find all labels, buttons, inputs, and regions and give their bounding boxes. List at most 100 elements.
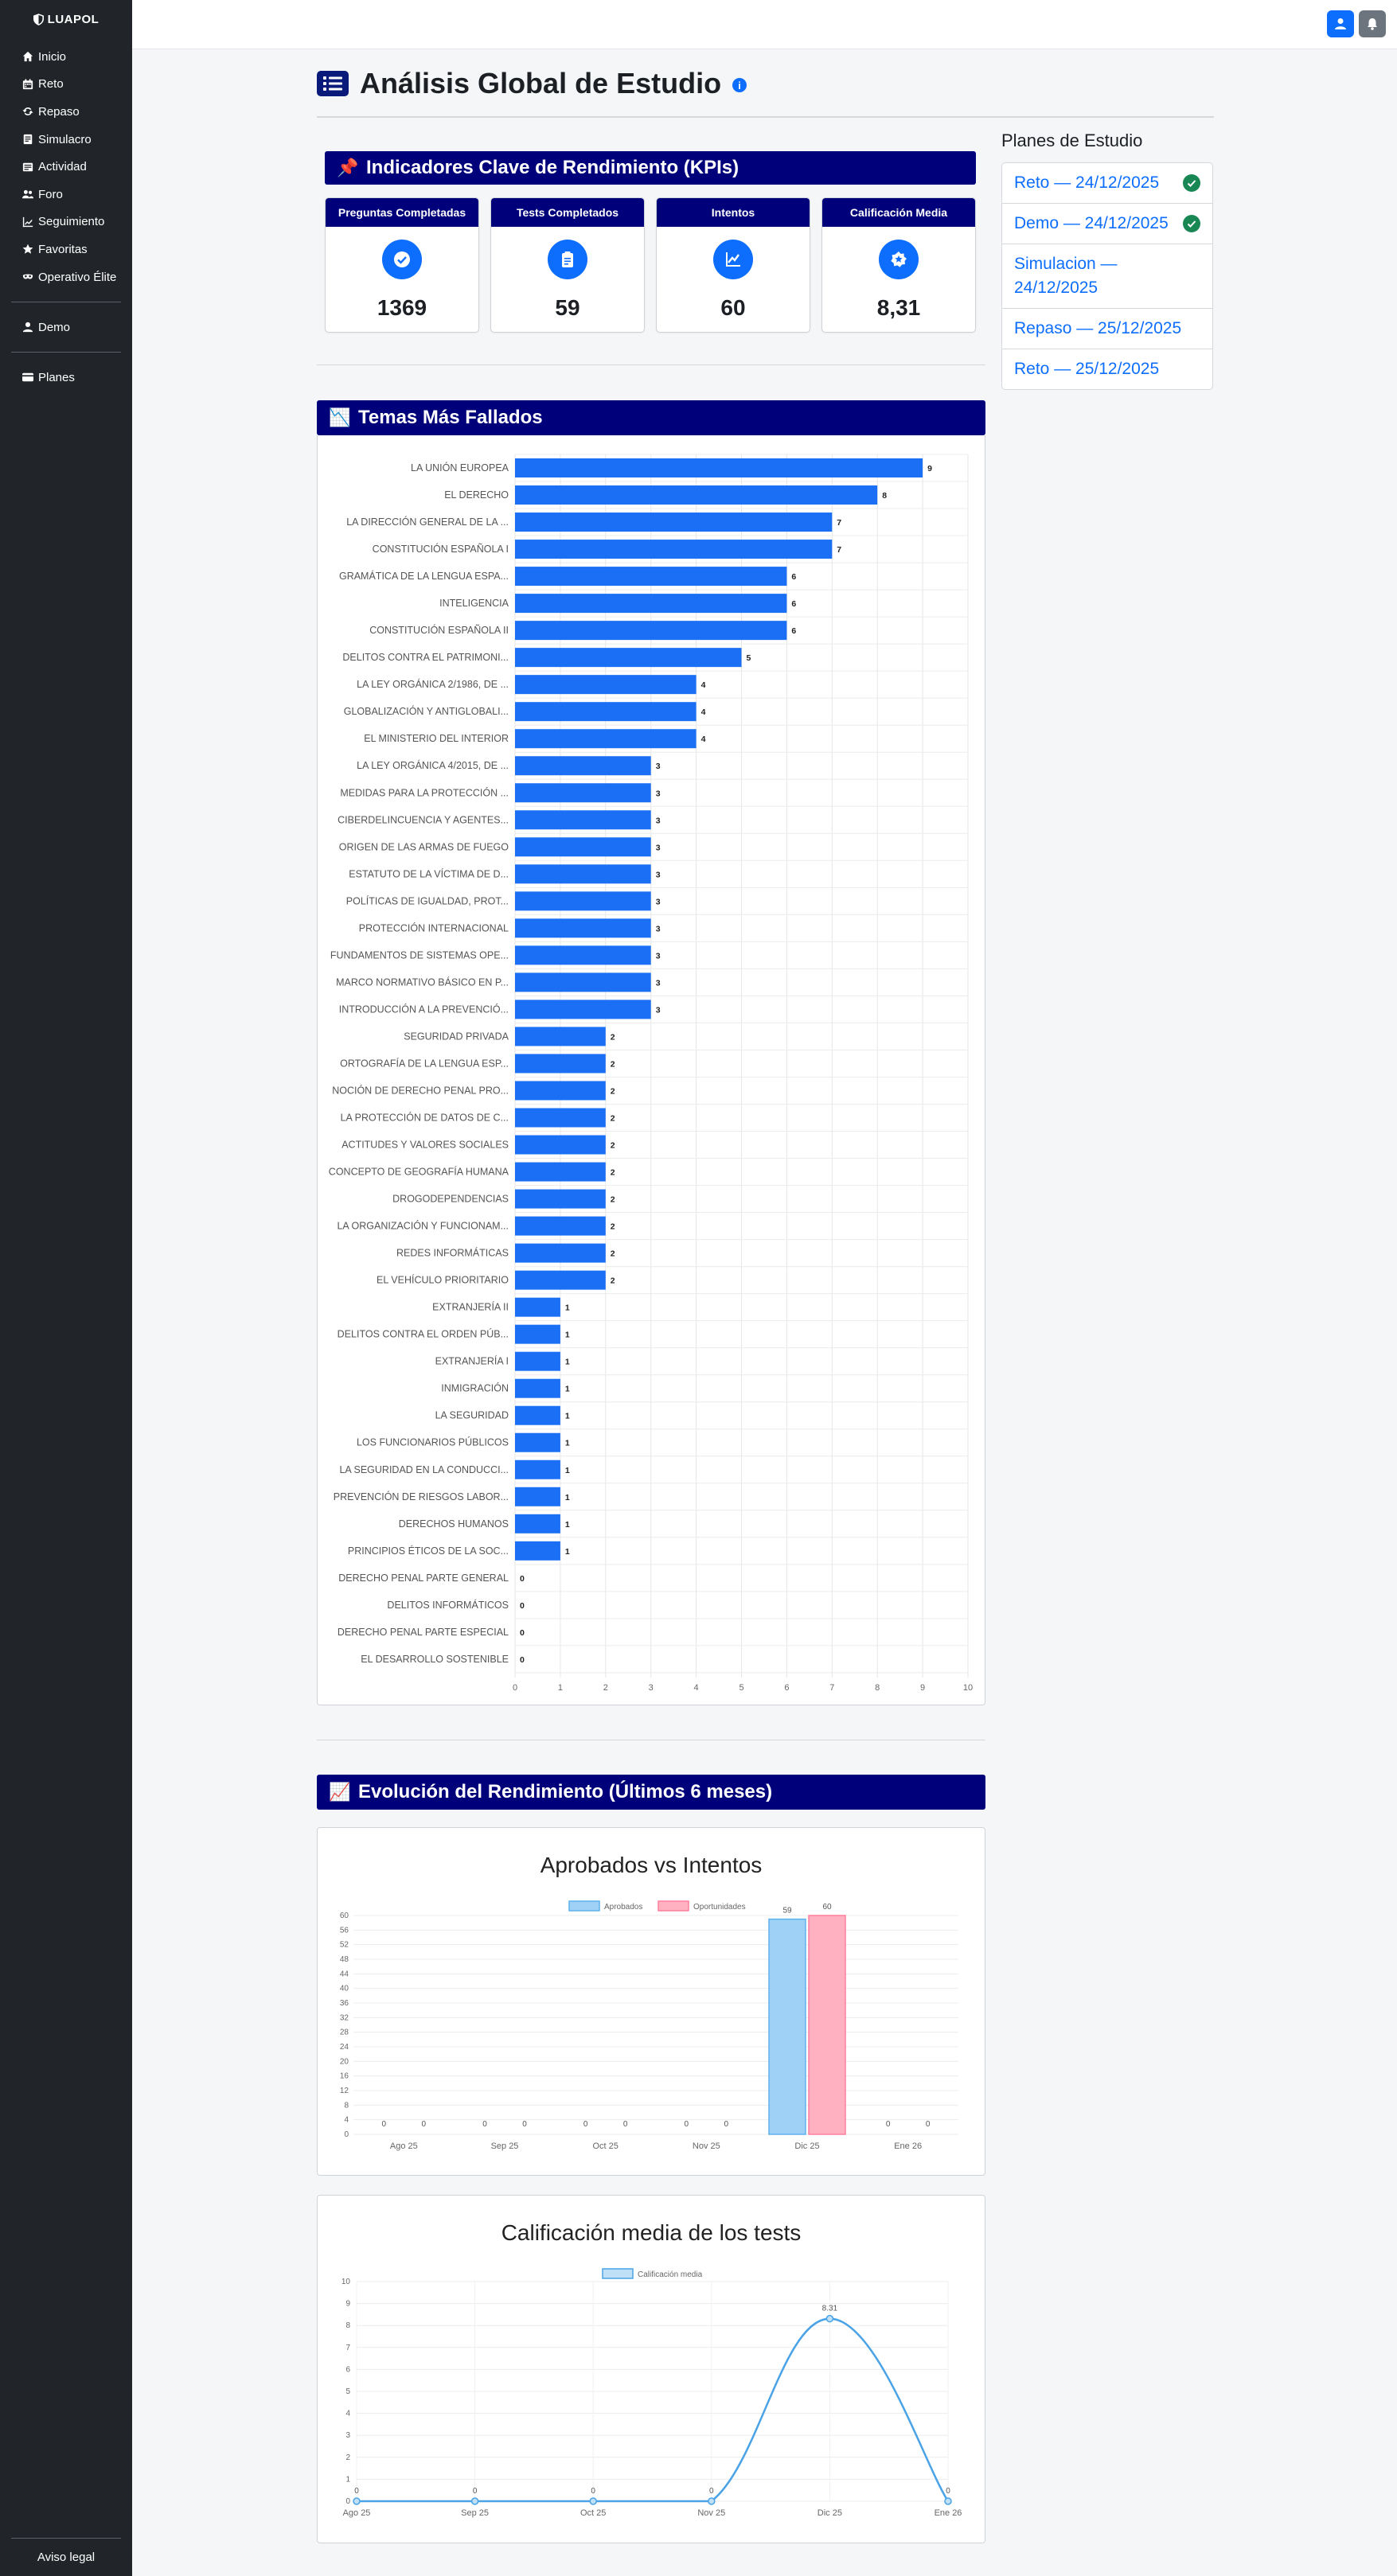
kpi-value: 8,31 (876, 295, 921, 320)
bar (515, 512, 833, 532)
x-tick-label: Ago 25 (343, 2508, 371, 2518)
legal-link[interactable]: Aviso legal (11, 2538, 121, 2576)
sidebar-item-label: Inicio (38, 49, 67, 64)
sidebar-item-demo[interactable]: Demo (0, 314, 132, 341)
sidebar-item-operativo-lite[interactable]: Operativo Élite (22, 263, 132, 291)
plan-item[interactable]: Simulacion — 24/12/2025 (1002, 244, 1212, 309)
data-label: 0 (520, 1601, 525, 1611)
bar (515, 1541, 560, 1561)
bar (515, 702, 697, 722)
category-label: EL MINISTERIO DEL INTERIOR (364, 733, 509, 744)
y-tick-label: 10 (341, 2278, 351, 2286)
user-menu-button[interactable] (1327, 10, 1354, 37)
data-point (708, 2497, 716, 2505)
kpi-value: 60 (720, 295, 746, 320)
info-icon[interactable]: i (732, 78, 747, 92)
topics-section-header: 📉 Temas Más Fallados (317, 400, 985, 435)
data-label: 0 (709, 2487, 714, 2496)
kpi-label: Calificación Media (822, 198, 975, 227)
section-divider (317, 364, 985, 365)
page-header: Análisis Global de Estudio i (317, 67, 747, 100)
legal-link-label: Aviso legal (37, 2551, 96, 2564)
sidebar-item-reto[interactable]: Reto (22, 71, 132, 99)
card-icon (22, 373, 33, 382)
legend-swatch (658, 1900, 689, 1912)
y-tick-label: 0 (344, 2130, 349, 2139)
kpi-card: Intentos 60 (656, 197, 810, 333)
check-circle-icon (382, 240, 422, 279)
data-label: 6 (791, 626, 796, 636)
category-label: REDES INFORMÁTICAS (396, 1247, 509, 1259)
y-tick-label: 16 (340, 2072, 349, 2081)
category-label: DERECHO PENAL PARTE ESPECIAL (338, 1627, 509, 1638)
category-label: LA SEGURIDAD EN LA CONDUCCI... (339, 1464, 509, 1475)
category-label: DERECHO PENAL PARTE GENERAL (338, 1572, 509, 1584)
chart-title: Aprobados vs Intentos (540, 1853, 763, 1877)
sidebar-item-simulacro[interactable]: Simulacro (22, 126, 132, 154)
category-label: DELITOS CONTRA EL ORDEN PÚB... (338, 1328, 509, 1340)
bar (515, 1054, 606, 1074)
approvals-chart-card: Aprobados vs Intentos Aprobados Oportunida… (317, 1827, 985, 2176)
sidebar-item-repaso[interactable]: Repaso (22, 98, 132, 126)
data-label: 0 (926, 2120, 931, 2129)
kpi-value: 1369 (377, 295, 427, 320)
sidebar-item-planes[interactable]: Planes (0, 364, 132, 391)
plan-item[interactable]: Reto — 24/12/2025 (1002, 163, 1212, 204)
data-label: 0 (522, 2120, 527, 2129)
evolution-section-header: 📈 Evolución del Rendimiento (Últimos 6 m… (317, 1775, 985, 1810)
user-icon (22, 322, 33, 333)
notifications-button[interactable] (1359, 10, 1386, 37)
sidebar-item-foro[interactable]: Foro (22, 181, 132, 208)
mask-icon (22, 274, 33, 279)
chart-title: Calificación media de los tests (501, 2220, 802, 2245)
data-label: 3 (656, 1005, 661, 1015)
sidebar-item-favoritas[interactable]: Favoritas (22, 236, 132, 263)
bar (515, 918, 651, 938)
x-tick-label: 10 (963, 1683, 973, 1693)
y-tick-label: 56 (340, 1926, 349, 1935)
category-label: LA LEY ORGÁNICA 2/1986, DE ... (357, 678, 509, 690)
data-point (944, 2497, 952, 2505)
brand-name: LUAPOL (47, 12, 100, 26)
plan-item[interactable]: Repaso — 25/12/2025 (1002, 309, 1212, 349)
bar (515, 1081, 606, 1101)
data-point (825, 2314, 834, 2323)
y-tick-label: 32 (340, 2013, 349, 2022)
refresh-icon (22, 107, 33, 116)
brand[interactable]: LUAPOL (0, 0, 132, 38)
sidebar-item-label: Reto (38, 77, 64, 92)
evolution-section-title: Evolución del Rendimiento (Últimos 6 mes… (358, 1781, 773, 1802)
kpi-card: Preguntas Completadas 1369 (325, 197, 479, 333)
data-label: 0 (724, 2120, 729, 2129)
data-label: 2 (611, 1141, 615, 1151)
data-label: 9 (927, 464, 932, 474)
category-label: POLÍTICAS DE IGUALDAD, PROT... (346, 894, 509, 906)
x-tick-label: Oct 25 (592, 2141, 618, 2151)
data-label: 0 (422, 2120, 427, 2129)
x-tick-label: 0 (513, 1683, 517, 1693)
sidebar-item-label: Seguimiento (38, 215, 105, 229)
sidebar-item-actividad[interactable]: Actividad (22, 153, 132, 181)
kpi-value: 59 (555, 295, 580, 320)
data-label: 3 (656, 762, 661, 771)
data-label: 1 (565, 1520, 570, 1530)
kpi-section-header: 📌 Indicadores Clave de Rendimiento (KPIs… (325, 151, 976, 185)
y-tick-label: 52 (340, 1941, 349, 1950)
category-label: PRINCIPIOS ÉTICOS DE LA SOC... (348, 1545, 509, 1557)
data-label: 5 (747, 653, 751, 663)
clipboard-icon (548, 240, 587, 279)
category-label: DROGODEPENDENCIAS (392, 1194, 509, 1205)
data-label: 3 (656, 897, 661, 906)
plan-item[interactable]: Demo — 24/12/2025 (1002, 204, 1212, 244)
category-label: DELITOS CONTRA EL PATRIMONI... (342, 652, 509, 663)
data-label: 1 (565, 1547, 570, 1557)
bar (515, 1108, 606, 1128)
data-label: 1 (565, 1493, 570, 1502)
sidebar-item-inicio[interactable]: Inicio (22, 43, 132, 71)
y-tick-label: 20 (340, 2057, 349, 2066)
data-label: 3 (656, 843, 661, 852)
sidebar-item-seguimiento[interactable]: Seguimiento (22, 208, 132, 236)
data-label: 1 (565, 1331, 570, 1340)
plan-item[interactable]: Reto — 25/12/2025 (1002, 349, 1212, 389)
x-tick-label: 1 (558, 1683, 563, 1693)
